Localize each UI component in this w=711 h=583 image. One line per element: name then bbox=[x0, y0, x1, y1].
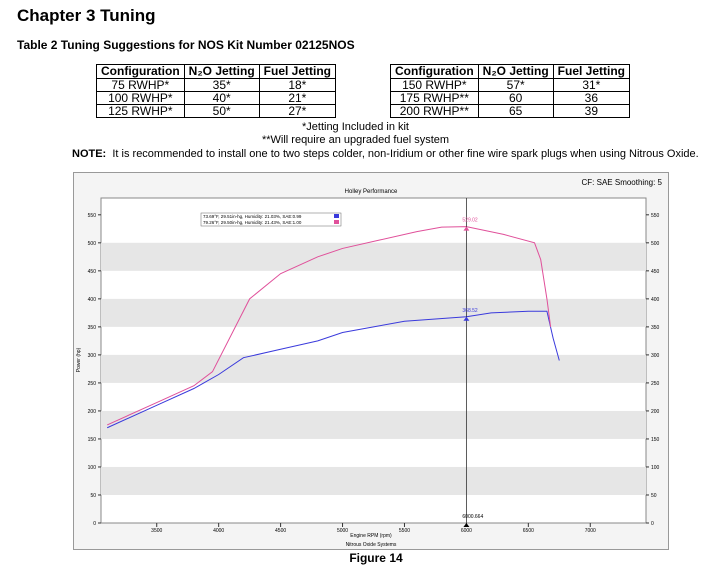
cell: 60 bbox=[477, 91, 554, 105]
y-tick-label: 0 bbox=[93, 521, 96, 527]
y-tick-label: 100 bbox=[88, 465, 97, 471]
y-tick-label: 200 bbox=[88, 409, 97, 415]
grid-band bbox=[101, 466, 646, 495]
note-text: It is recommended to install one to two … bbox=[112, 148, 699, 160]
table-title: Table 2 Tuning Suggestions for NOS Kit N… bbox=[17, 38, 355, 52]
cell: 36 bbox=[552, 91, 631, 105]
y2-tick-label: 550 bbox=[651, 213, 660, 219]
header-cell: N₂O Jetting bbox=[477, 64, 554, 79]
subtitle: Nitrous Oxide Systems bbox=[346, 542, 397, 548]
x-axis-label: Engine RPM (rpm) bbox=[350, 533, 392, 539]
cell: 31* bbox=[552, 78, 631, 92]
y2-tick-label: 0 bbox=[651, 521, 654, 527]
chapter-title: Chapter 3 Tuning bbox=[17, 6, 156, 25]
y2-tick-label: 300 bbox=[651, 353, 660, 359]
x-tick-label: 7000 bbox=[585, 528, 596, 534]
legend-label: 79.26°F, 29.50in-hg, Humidity: 21.43%, S… bbox=[203, 220, 302, 225]
grid-band bbox=[101, 354, 646, 383]
chart-title: Holley Performance bbox=[345, 189, 398, 195]
y-tick-label: 500 bbox=[88, 241, 97, 247]
cell: 100 RWHP* bbox=[96, 91, 185, 105]
cell: 50* bbox=[183, 104, 260, 118]
x-tick-label: 4500 bbox=[275, 528, 286, 534]
y-tick-label: 300 bbox=[88, 353, 97, 359]
cell: 35* bbox=[183, 78, 260, 92]
x-tick-label: 3500 bbox=[151, 528, 162, 534]
x-tick-label: 5500 bbox=[399, 528, 410, 534]
annotation-marker bbox=[463, 316, 470, 321]
header-cell: Configuration bbox=[390, 64, 479, 79]
y-tick-label: 550 bbox=[88, 213, 97, 219]
cell: 75 RWHP* bbox=[96, 78, 185, 92]
legend-box bbox=[200, 212, 342, 227]
y2-tick-label: 100 bbox=[651, 465, 660, 471]
cell: 175 RWHP** bbox=[390, 91, 479, 105]
grid-band bbox=[101, 410, 646, 439]
series-line bbox=[106, 226, 552, 426]
header-cell: N₂O Jetting bbox=[183, 64, 260, 79]
y2-tick-label: 500 bbox=[651, 241, 660, 247]
cell: 65 bbox=[477, 104, 554, 118]
y-tick-label: 350 bbox=[88, 325, 97, 331]
header-cell: Fuel Jetting bbox=[258, 64, 337, 79]
cell: 125 RWHP* bbox=[96, 104, 185, 118]
y2-tick-label: 450 bbox=[651, 269, 660, 275]
y2-tick-label: 150 bbox=[651, 437, 660, 443]
y-tick-label: 150 bbox=[88, 437, 97, 443]
annotation-label: 529.02 bbox=[462, 218, 478, 224]
y-tick-label: 50 bbox=[90, 493, 96, 499]
cell: 18* bbox=[258, 78, 337, 92]
table: Configuration N₂O Jetting Fuel Jetting 150 … bbox=[390, 64, 631, 118]
x-tick-label: 4000 bbox=[213, 528, 224, 534]
y2-tick-label: 200 bbox=[651, 409, 660, 415]
table: Configuration N₂O Jetting Fuel Jetting 75 R… bbox=[96, 64, 337, 118]
x-tick-label: 6000 bbox=[461, 528, 472, 534]
header-cell: Configuration bbox=[96, 64, 185, 79]
chart: Holley Performance CF: SAE Smoothing: 5 … bbox=[73, 172, 669, 550]
cell: 200 RWHP** bbox=[390, 104, 479, 118]
cell: 150 RWHP* bbox=[390, 78, 479, 92]
cell: 27* bbox=[258, 104, 337, 118]
annotation-marker bbox=[463, 523, 470, 527]
cell: 39 bbox=[552, 104, 631, 118]
grid-band bbox=[101, 242, 646, 271]
y2-tick-label: 350 bbox=[651, 325, 660, 331]
footnotes: *Jetting Included in kit **Will require … bbox=[0, 121, 711, 147]
x-tick-label: 5000 bbox=[337, 528, 348, 534]
y2-tick-label: 250 bbox=[651, 381, 660, 387]
legend-swatch bbox=[334, 220, 339, 224]
note: NOTE: It is recommended to install one t… bbox=[72, 148, 699, 160]
y2-tick-label: 400 bbox=[651, 297, 660, 303]
annotation-label: 6000.664 bbox=[462, 514, 483, 520]
legend-label: 73.69°F, 29.51in-hg, Humidity: 21.03%, S… bbox=[203, 214, 302, 219]
footnote: **Will require an upgraded fuel system bbox=[261, 134, 450, 146]
y-tick-label: 400 bbox=[88, 297, 97, 303]
cell: 21* bbox=[258, 91, 337, 105]
annotation-marker bbox=[463, 226, 470, 231]
y-axis-label: Power (hp) bbox=[76, 347, 82, 372]
x-tick-label: 6500 bbox=[523, 528, 534, 534]
annotation-label: 368.52 bbox=[462, 308, 478, 314]
series-line bbox=[106, 310, 560, 429]
y-tick-label: 450 bbox=[88, 269, 97, 275]
cell: 40* bbox=[183, 91, 260, 105]
y2-tick-label: 50 bbox=[651, 493, 657, 499]
footnote: *Jetting Included in kit bbox=[301, 121, 409, 133]
grid-band bbox=[101, 298, 646, 327]
header-cell: Fuel Jetting bbox=[552, 64, 631, 79]
legend-swatch bbox=[334, 214, 339, 218]
corner-text: CF: SAE Smoothing: 5 bbox=[582, 178, 663, 187]
figure-caption: Figure 14 bbox=[349, 551, 403, 565]
note-label: NOTE: bbox=[72, 148, 107, 160]
cell: 57* bbox=[477, 78, 554, 92]
y-tick-label: 250 bbox=[88, 381, 97, 387]
